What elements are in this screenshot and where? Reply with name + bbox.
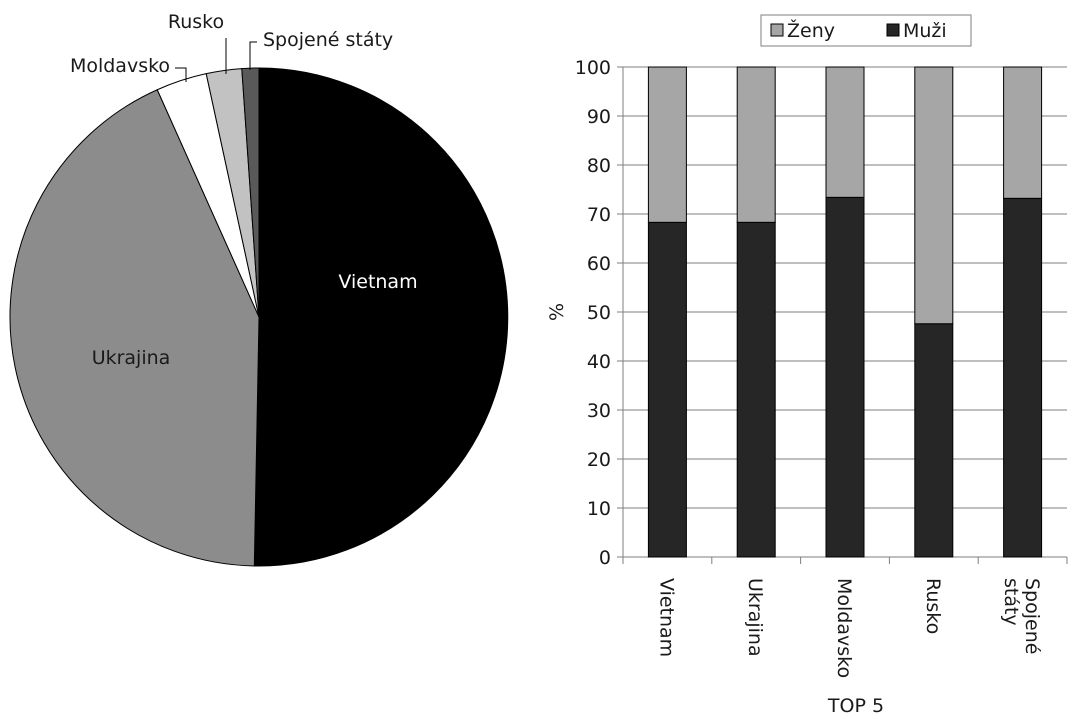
- x-tick-label-spojene-staty-line-2: státy: [1000, 578, 1022, 626]
- legend: Ženy Muži: [760, 14, 972, 47]
- y-axis-title: %: [546, 303, 568, 321]
- pie-chart: Vietnam Ukrajina Moldavsko Rusko Spojené stá…: [9, 11, 509, 567]
- bar-zeny-moldavsko: [825, 66, 865, 198]
- x-tick-label-ukrajina: Ukrajina: [744, 578, 766, 657]
- x-tick-label-spojene-staty-line-1: Spojené: [1021, 578, 1043, 654]
- y-tick-label-100: 100: [575, 57, 611, 79]
- legend-label-muzi: Muži: [903, 20, 947, 42]
- pie-slice-vietnam: [253, 67, 509, 567]
- pie-label-ukrajina: Ukrajina: [92, 347, 171, 369]
- bar-muzi-vietnam: [647, 221, 687, 558]
- pie-slice-ukrajina: [9, 89, 260, 567]
- pie-label-vietnam: Vietnam: [338, 271, 417, 293]
- pie-label-spojene-staty: Spojené státy: [263, 29, 393, 51]
- y-tick-label-0: 0: [599, 547, 611, 569]
- y-tick-label-80: 80: [587, 155, 611, 177]
- legend-label-zeny: Ženy: [787, 19, 835, 42]
- bar-muzi-spojene-staty: [1003, 197, 1043, 558]
- stacked-bar-chart: 0 10 20 30 40 50 60 70 80 90 100 Vietnam Ukrajina Mol…: [546, 14, 1068, 717]
- bar-muzi-moldavsko: [825, 196, 865, 558]
- x-tick-label-vietnam: Vietnam: [655, 578, 677, 657]
- y-tick-label-20: 20: [587, 449, 611, 471]
- x-axis-title: TOP 5: [827, 695, 884, 717]
- y-tick-label-70: 70: [587, 204, 611, 226]
- y-tick-label-90: 90: [587, 106, 611, 128]
- legend-box: [760, 14, 972, 47]
- x-tick-label-moldavsko: Moldavsko: [833, 578, 855, 678]
- y-tick-label-60: 60: [587, 253, 611, 275]
- legend-swatch-zeny: [770, 23, 784, 37]
- pie-leader-line-spojene-staty: [249, 41, 257, 70]
- bar-muzi-ukrajina: [736, 221, 776, 558]
- pie-leader-line-moldavsko: [175, 67, 187, 82]
- x-tick-label-rusko: Rusko: [922, 578, 944, 634]
- y-tick-label-40: 40: [587, 351, 611, 373]
- y-tick-label-50: 50: [587, 302, 611, 324]
- y-tick-label-30: 30: [587, 400, 611, 422]
- bar-zeny-spojene-staty: [1003, 66, 1043, 199]
- pie-label-rusko: Rusko: [168, 11, 224, 33]
- y-tick-label-10: 10: [587, 498, 611, 520]
- bar-zeny-vietnam: [647, 66, 687, 223]
- legend-swatch-muzi: [886, 23, 900, 37]
- bar-zeny-ukrajina: [736, 66, 776, 223]
- pie-label-moldavsko: Moldavsko: [70, 55, 170, 77]
- bar-zeny-rusko: [914, 66, 954, 325]
- bar-muzi-rusko: [914, 323, 954, 558]
